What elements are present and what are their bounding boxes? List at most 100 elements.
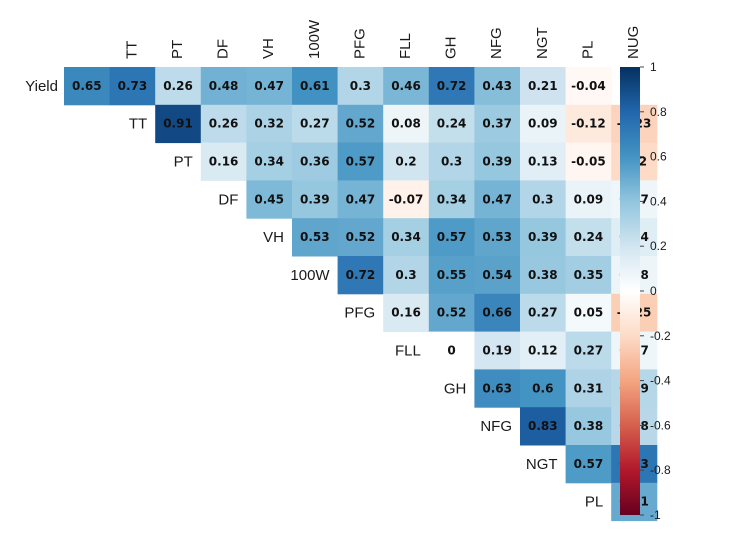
heatmap-cell xyxy=(337,67,384,106)
row-label-df: DF xyxy=(218,191,238,208)
column-label-tt: TT xyxy=(123,41,140,59)
cell-value-label: 0.52 xyxy=(346,117,376,131)
heatmap-cell xyxy=(200,142,247,181)
row-label-pt: PT xyxy=(174,154,193,171)
heatmap-cell xyxy=(565,407,612,446)
column-label-pfg: PFG xyxy=(351,28,368,59)
column-label-pt: PT xyxy=(169,40,186,59)
row-label-yield: Yield xyxy=(25,78,58,95)
cell-value-label: 0.39 xyxy=(482,155,512,169)
heatmap-cell xyxy=(155,104,202,144)
heatmap-cell xyxy=(474,331,521,370)
heatmap-cell xyxy=(383,256,430,295)
heatmap-cell xyxy=(565,104,612,144)
heatmap-cell xyxy=(383,293,430,333)
heatmap-cell xyxy=(246,67,293,106)
cell-value-label: 0.2 xyxy=(395,155,416,169)
cell-value-label: 0.37 xyxy=(482,117,512,131)
heatmap-cell xyxy=(565,142,612,181)
cell-value-label: 0.36 xyxy=(300,155,330,169)
cell-value-label: 0.09 xyxy=(528,117,558,131)
heatmap-cell xyxy=(474,218,521,257)
cell-value-label: 0.34 xyxy=(391,230,421,244)
heatmap-cell xyxy=(428,256,475,295)
heatmap-cell xyxy=(428,218,475,257)
heatmap-cell xyxy=(520,407,567,446)
column-label-nug: NUG xyxy=(625,26,642,59)
heatmap-cell xyxy=(565,256,612,295)
heatmap-cell xyxy=(246,104,293,144)
heatmap-cell xyxy=(292,218,339,257)
row-label-ngt: NGT xyxy=(526,456,558,473)
heatmap-cell xyxy=(337,180,384,219)
cell-value-label: 0.24 xyxy=(574,230,604,244)
cell-value-label: 0.39 xyxy=(528,230,558,244)
heatmap-cell xyxy=(292,104,339,144)
cell-value-label: 0.54 xyxy=(482,268,512,282)
cell-value-label: -0.04 xyxy=(571,79,606,93)
heatmap-cell xyxy=(520,293,567,333)
cell-value-label: 0.19 xyxy=(482,344,512,358)
cell-value-label: 0.32 xyxy=(254,117,284,131)
heatmap-cell xyxy=(520,256,567,295)
heatmap-cell xyxy=(337,256,384,295)
heatmap-cell xyxy=(292,142,339,181)
heatmap-cell xyxy=(292,67,339,106)
heatmap-cell xyxy=(337,104,384,144)
heatmap-cell xyxy=(520,218,567,257)
heatmap-cell xyxy=(474,142,521,181)
cell-value-label: 0.08 xyxy=(391,117,421,131)
cell-value-label: -0.05 xyxy=(571,155,606,169)
cell-value-label: 0.31 xyxy=(574,381,604,395)
cell-value-label: 0.26 xyxy=(209,117,239,131)
cell-value-label: 0.3 xyxy=(350,79,371,93)
heatmap-cell xyxy=(565,369,612,408)
cell-value-label: 0.45 xyxy=(254,192,284,206)
heatmap-cell xyxy=(383,218,430,257)
cell-value-label: 0.3 xyxy=(532,192,553,206)
heatmap-cell xyxy=(520,331,567,370)
heatmap-cell xyxy=(520,369,567,408)
legend-tick-label: 0.4 xyxy=(650,194,667,208)
heatmap-cell xyxy=(474,104,521,144)
heatmap-cell xyxy=(337,142,384,181)
heatmap-cell xyxy=(428,67,475,106)
cell-value-label: 0.34 xyxy=(437,192,467,206)
heatmap-cell xyxy=(383,180,430,219)
cell-value-label: 0.27 xyxy=(300,117,330,131)
legend-tick-label: 0 xyxy=(650,284,657,298)
color-legend: -1 -0.8 -0.6 -0.4 -0.2 0 0.2 0.4 0.6 0.8 1 xyxy=(620,60,671,522)
heatmap-cell xyxy=(520,67,567,106)
cell-value-label: 0.35 xyxy=(574,268,604,282)
heatmap-cell xyxy=(565,67,612,106)
heatmap-cell xyxy=(520,104,567,144)
cell-value-label: 0.53 xyxy=(300,230,330,244)
heatmap-cell xyxy=(474,67,521,106)
heatmap-cell xyxy=(520,180,567,219)
cell-value-label: 0 xyxy=(447,344,455,358)
cell-value-label: 0.57 xyxy=(437,230,467,244)
legend-tick-label: 0.6 xyxy=(650,150,667,164)
cell-value-label: 0.38 xyxy=(528,268,558,282)
column-labels: TT PT DF VH 100W PFG FLL GH NFG NGT PL NUG xyxy=(123,19,642,59)
heatmap-cell xyxy=(246,180,293,219)
heatmap-cell xyxy=(565,180,612,219)
heatmap-cell xyxy=(337,218,384,257)
heatmap-cell xyxy=(155,67,202,106)
heatmap-cell xyxy=(292,180,339,219)
cell-value-label: 0.16 xyxy=(391,306,421,320)
row-label-fll: FLL xyxy=(395,343,421,360)
legend-tick-label: -0.6 xyxy=(650,418,671,432)
cell-value-label: 0.24 xyxy=(437,117,467,131)
column-label-fll: FLL xyxy=(397,33,414,59)
heatmap-cell xyxy=(428,293,475,333)
heatmap-cell xyxy=(474,180,521,219)
cell-value-label: 0.26 xyxy=(163,79,193,93)
cell-value-label: 0.72 xyxy=(437,79,467,93)
row-label-pl: PL xyxy=(585,494,603,511)
cell-value-label: 0.39 xyxy=(300,192,330,206)
heatmap-cell xyxy=(565,445,612,484)
cell-value-label: 0.91 xyxy=(163,117,193,131)
legend-tick-label: -1 xyxy=(650,508,661,522)
heatmap-cell xyxy=(474,293,521,333)
